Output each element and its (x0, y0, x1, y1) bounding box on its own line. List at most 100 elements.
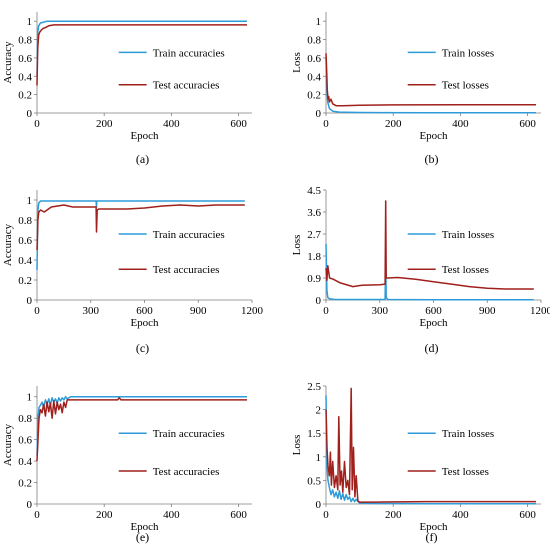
chart-1-series-line-1 (36, 20, 247, 77)
chart-3-x-tick-label: 900 (190, 305, 207, 317)
chart-6-legend-label-2: Test losses (442, 466, 489, 478)
chart-2-x-tick-label: 400 (452, 118, 469, 130)
chart-4-x-tick-label: 600 (425, 305, 442, 317)
chart-3-x-tick-label: 1200 (241, 305, 264, 317)
chart-3-x-tick-label: 600 (136, 305, 153, 317)
chart-6-y-tick-label: 0 (316, 499, 322, 511)
chart-1-legend-label-1: Train accuracies (153, 47, 225, 59)
chart-1-x-tick-label: 600 (230, 118, 247, 130)
chart-3-y-tick-label: 0.2 (18, 275, 32, 287)
chart-1-y-tick-label: 0.8 (18, 35, 32, 47)
chart-1-y-tick-label: 0.2 (18, 90, 32, 102)
chart-1-x-tick-label: 200 (96, 118, 113, 130)
chart-4-y-axis-label: Loss (291, 235, 303, 256)
chart-5-y-tick-label: 0.4 (18, 456, 32, 468)
chart-5-series-line-2 (36, 397, 247, 462)
chart-3-y-tick-label: 0 (27, 295, 33, 307)
chart-4-x-axis-label: Epoch (419, 317, 448, 329)
chart-6-y-tick-label: 1 (316, 452, 322, 464)
chart-4-series-line-2 (325, 200, 534, 290)
chart-5-legend-label-2: Test accuracies (153, 466, 220, 478)
chart-2-y-tick-label: 1 (316, 16, 322, 28)
chart-1-y-tick-label: 0.4 (18, 71, 32, 83)
chart-5-x-axis-label: Epoch (130, 521, 159, 533)
chart-6-y-tick-label: 0.5 (307, 475, 321, 487)
chart-4-y-tick-label: 3.6 (307, 207, 321, 219)
chart-3-panel-label: (c) (136, 341, 149, 355)
chart-3-x-axis-label: Epoch (130, 317, 159, 329)
chart-2-y-tick-label: 0.4 (307, 71, 321, 83)
chart-4-legend-label-2: Test losses (442, 264, 489, 276)
chart-1-x-tick-label: 0 (34, 118, 40, 130)
chart-5-series-line-1 (36, 395, 247, 456)
chart-4-x-tick-label: 0 (323, 305, 329, 317)
chart-4-y-tick-label: 4.5 (307, 185, 321, 197)
chart-3-y-tick-label: 1 (27, 195, 33, 207)
chart-3-x-tick-label: 300 (83, 305, 100, 317)
chart-1-y-tick-label: 0 (27, 108, 33, 120)
chart-6-x-tick-label: 400 (452, 509, 469, 521)
chart-5-panel-label: (e) (136, 530, 149, 544)
chart-4-y-tick-label: 0 (316, 295, 322, 307)
chart-1-y-tick-label: 1 (27, 16, 33, 28)
chart-2-panel-label: (b) (425, 152, 439, 166)
chart-6-series-line-1 (325, 395, 536, 505)
chart-3-legend-label-2: Test accuracies (153, 264, 220, 276)
chart-4-x-tick-label: 900 (479, 305, 496, 317)
chart-2-y-tick-label: 0.2 (307, 90, 321, 102)
chart-1-y-axis-label: Accuracy (2, 41, 14, 84)
chart-3-x-tick-label: 0 (34, 305, 40, 317)
chart-5-x-tick-label: 200 (96, 509, 113, 521)
chart-4-panel-label: (d) (425, 341, 439, 355)
chart-5-y-tick-label: 0.6 (18, 435, 32, 447)
chart-2-y-tick-label: 0.8 (307, 35, 321, 47)
chart-2-legend-label-1: Train losses (442, 47, 494, 59)
chart-5-legend-label-1: Train accuracies (153, 428, 225, 440)
chart-2-x-tick-label: 600 (519, 118, 536, 130)
chart-2-y-tick-label: 0 (316, 108, 322, 120)
chart-1-series-line-2 (36, 24, 247, 86)
chart-4-series-line-1 (325, 243, 534, 301)
chart-2-series-line-2 (325, 53, 536, 107)
chart-6-y-tick-label: 2.5 (307, 381, 321, 393)
chart-3-y-axis-label: Accuracy (2, 223, 14, 266)
chart-6-panel-label: (f) (426, 530, 438, 544)
chart-6-x-tick-label: 600 (519, 509, 536, 521)
chart-5-y-tick-label: 1 (27, 392, 33, 404)
chart-1-legend-label-2: Test accuracies (153, 80, 220, 92)
chart-4-y-tick-label: 2.7 (307, 229, 321, 241)
chart-6-series-line-2 (325, 387, 536, 503)
chart-6-y-tick-label: 1.5 (307, 428, 321, 440)
chart-2-x-tick-label: 0 (323, 118, 329, 130)
chart-3-y-tick-label: 0.4 (18, 255, 32, 267)
chart-5-y-tick-label: 0 (27, 499, 33, 511)
chart-5-y-axis-label: Accuracy (2, 423, 14, 466)
chart-1-x-tick-label: 400 (163, 118, 180, 130)
chart-2-x-axis-label: Epoch (419, 130, 448, 142)
chart-3-y-tick-label: 0.8 (18, 215, 32, 227)
chart-2-y-tick-label: 0.6 (307, 53, 321, 65)
chart-4-y-tick-label: 1.8 (307, 251, 321, 263)
chart-5-x-tick-label: 400 (163, 509, 180, 521)
chart-6-x-tick-label: 0 (323, 509, 329, 521)
chart-3-y-tick-label: 0.6 (18, 235, 32, 247)
chart-2-x-tick-label: 200 (385, 118, 402, 130)
chart-1-panel-label: (a) (136, 152, 149, 166)
chart-1-y-tick-label: 0.6 (18, 53, 32, 65)
chart-4-x-tick-label: 1200 (530, 305, 550, 317)
chart-5-x-tick-label: 600 (230, 509, 247, 521)
chart-4-legend-label-1: Train losses (442, 229, 494, 241)
chart-3-series-line-2 (36, 204, 245, 251)
chart-5-x-tick-label: 0 (34, 509, 40, 521)
chart-3-legend-label-1: Train accuracies (153, 229, 225, 241)
chart-2-y-axis-label: Loss (291, 52, 303, 73)
chart-4-x-tick-label: 300 (372, 305, 389, 317)
chart-6-y-tick-label: 2 (316, 405, 322, 417)
chart-4-y-tick-label: 0.9 (307, 273, 321, 285)
chart-6-x-axis-label: Epoch (419, 521, 448, 533)
chart-6-y-axis-label: Loss (291, 435, 303, 456)
chart-5-y-tick-label: 0.8 (18, 413, 32, 425)
chart-6-x-tick-label: 200 (385, 509, 402, 521)
chart-2-legend-label-2: Test losses (442, 80, 489, 92)
